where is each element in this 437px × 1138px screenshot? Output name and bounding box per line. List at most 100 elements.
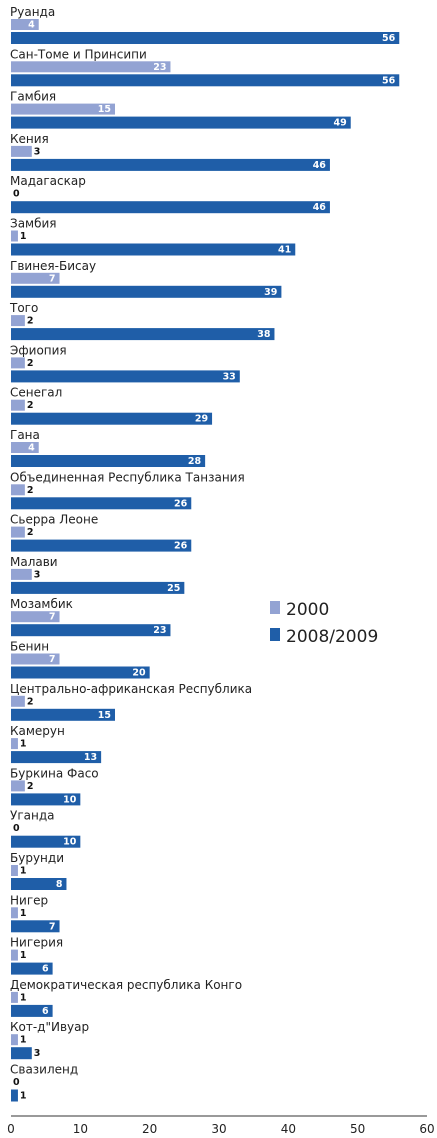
bar-2008-2009 (11, 666, 150, 679)
data-label-2008-2009: 15 (98, 710, 111, 721)
data-label-2008-2009: 33 (223, 371, 236, 382)
category-label: Замбия (10, 217, 57, 231)
category-label: Уганда (10, 809, 54, 823)
category-label: Нигерия (10, 936, 63, 950)
data-label-2000: 1 (20, 866, 27, 877)
category-label: Того (9, 301, 38, 315)
data-label-2008-2009: 46 (313, 160, 327, 171)
data-label-2000: 7 (49, 612, 56, 623)
data-label-2000: 4 (28, 20, 35, 31)
legend-label: 2008/2009 (286, 627, 378, 647)
data-label-2000: 3 (34, 146, 41, 157)
bar-2008-2009 (11, 708, 115, 721)
bar-2008-2009 (11, 1089, 18, 1102)
bar-2000 (11, 357, 25, 369)
bar-2000 (11, 230, 18, 242)
data-label-2000: 1 (20, 908, 27, 919)
bar-2008-2009 (11, 835, 81, 848)
bar-2008-2009 (11, 1004, 53, 1017)
x-tick-label: 20 (142, 1122, 157, 1136)
data-label-2008-2009: 25 (167, 583, 180, 594)
bar-2008-2009 (11, 285, 282, 298)
data-label-2008-2009: 46 (313, 202, 327, 213)
bar-2000 (11, 272, 60, 284)
data-label-2000: 15 (98, 104, 111, 115)
bar-2000 (11, 611, 60, 623)
category-label: Сьерра Леоне (10, 513, 98, 527)
data-label-2008-2009: 3 (34, 1048, 41, 1059)
data-label-2008-2009: 56 (382, 75, 396, 86)
bar-2008-2009 (11, 751, 102, 764)
bar-2008-2009 (11, 962, 53, 975)
category-label: Кот-д"Ивуар (10, 1020, 89, 1034)
category-row: Гамбия 15 49 (10, 90, 351, 129)
bar-2008-2009 (11, 201, 330, 214)
bar-2008-2009 (11, 1047, 32, 1060)
data-label-2008-2009: 20 (132, 668, 146, 679)
bar-2000 (11, 653, 60, 665)
category-label: Мозамбик (10, 597, 73, 611)
bar-2000 (11, 484, 25, 496)
category-label: Демократическая республика Конго (10, 978, 242, 992)
bar-2000 (11, 568, 32, 580)
category-label: Объединенная Республика Танзания (10, 470, 245, 484)
bar-2008-2009 (11, 328, 275, 341)
category-label: Нигер (10, 893, 48, 907)
bar-2000 (11, 865, 18, 876)
data-label-2008-2009: 38 (257, 329, 271, 340)
data-label-2008-2009: 56 (382, 33, 396, 44)
data-label-2000: 2 (27, 527, 34, 538)
bar-2008-2009 (11, 74, 400, 87)
category-label: Гамбия (10, 90, 56, 104)
category-label: Мадагаскар (10, 174, 86, 188)
bar-2008-2009 (11, 497, 192, 510)
data-label-2008-2009: 6 (42, 1006, 49, 1017)
bar-2000 (11, 399, 25, 411)
data-label-2000: 1 (20, 739, 27, 750)
data-label-2008-2009: 23 (153, 625, 166, 636)
x-tick-label: 30 (211, 1122, 226, 1136)
bar-2000 (11, 907, 18, 919)
data-label-2008-2009: 10 (63, 794, 77, 805)
data-label-2008-2009: 26 (174, 498, 188, 509)
category-label: Кения (10, 132, 49, 146)
data-label-2000: 1 (20, 231, 27, 242)
bar-2000 (11, 526, 25, 538)
category-label: Сенегал (10, 386, 62, 400)
data-label-2008-2009: 10 (63, 837, 77, 848)
data-label-2000: 1 (20, 950, 27, 961)
data-label-2000: 4 (28, 443, 35, 454)
bar-2008-2009 (11, 243, 296, 256)
data-label-2000: 2 (27, 358, 34, 369)
data-label-2000: 2 (27, 696, 34, 707)
bar-2000 (11, 695, 25, 707)
x-tick-label: 10 (73, 1122, 88, 1136)
bar-2008-2009 (11, 158, 330, 171)
category-row: Сан-Томе и Принсипи 23 56 (10, 47, 400, 87)
data-label-2000: 1 (20, 992, 27, 1003)
data-label-2008-2009: 13 (84, 752, 97, 763)
data-label-2008-2009: 28 (188, 456, 202, 467)
bar-2000 (11, 949, 18, 961)
data-label-2008-2009: 1 (20, 1091, 27, 1102)
bar-2000 (11, 1034, 18, 1046)
bar-2008-2009 (11, 624, 171, 637)
data-label-2008-2009: 29 (195, 414, 208, 425)
bar-2008-2009 (11, 539, 192, 552)
